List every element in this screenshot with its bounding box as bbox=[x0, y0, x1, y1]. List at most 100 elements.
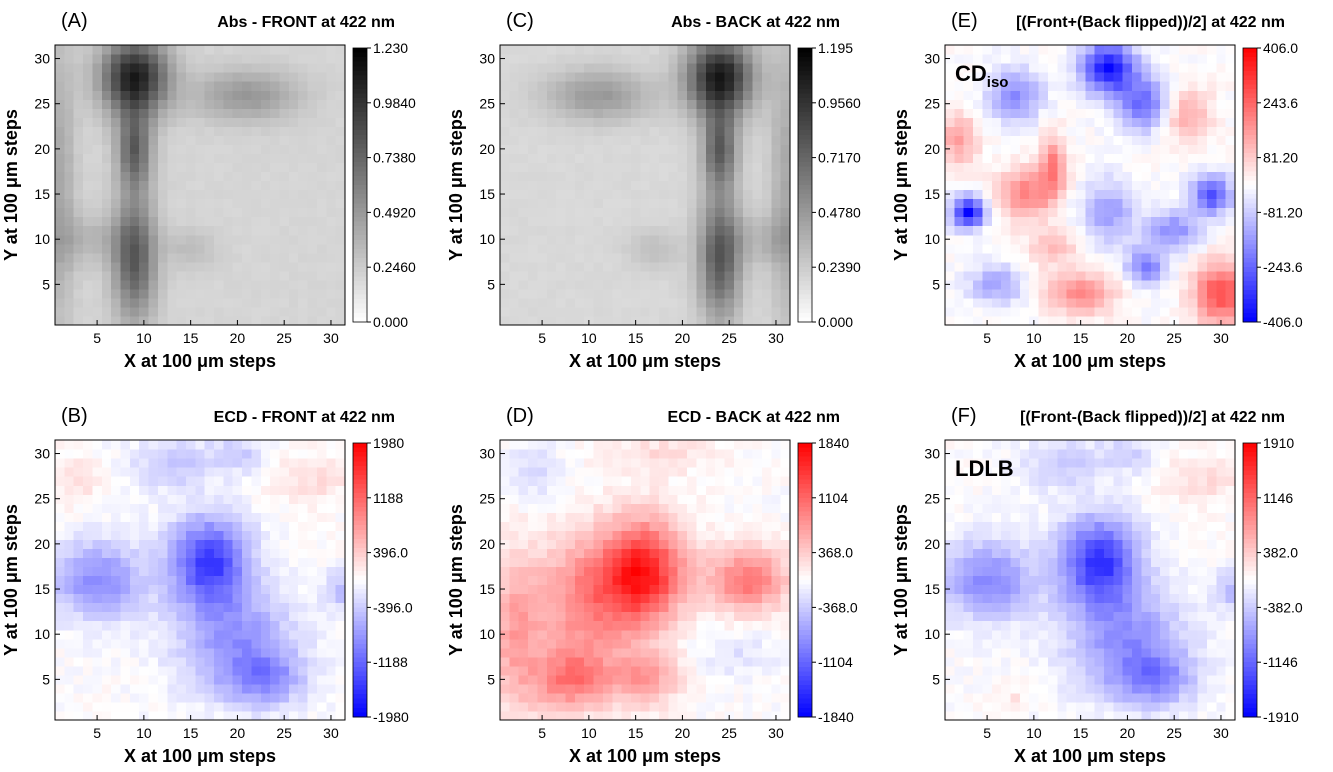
heatmap-cell bbox=[139, 638, 150, 649]
heatmap-cell bbox=[780, 449, 791, 459]
heatmap-cell bbox=[1132, 90, 1143, 100]
heatmap-cell bbox=[279, 270, 290, 281]
heatmap-cell bbox=[185, 530, 196, 540]
heatmap-cell bbox=[242, 701, 253, 712]
heatmap-cell bbox=[761, 647, 772, 658]
heatmap-cell bbox=[1122, 270, 1133, 281]
heatmap-cell bbox=[659, 521, 669, 531]
heatmap-cell bbox=[780, 144, 791, 154]
heatmap-cell bbox=[546, 584, 557, 595]
heatmap-cell bbox=[139, 162, 150, 173]
heatmap-cell bbox=[167, 126, 178, 136]
heatmap-cell bbox=[298, 557, 309, 568]
heatmap-cell bbox=[715, 72, 726, 82]
heatmap-cell bbox=[232, 90, 243, 100]
heatmap-cell bbox=[1094, 45, 1105, 55]
heatmap-cell bbox=[696, 476, 707, 486]
heatmap-cell bbox=[715, 234, 726, 245]
heatmap-cell bbox=[1001, 216, 1012, 227]
heatmap-cell bbox=[101, 449, 112, 459]
heatmap-cell bbox=[251, 584, 262, 595]
heatmap-cell bbox=[954, 180, 965, 191]
colorbar-segment bbox=[798, 294, 812, 300]
heatmap-cell bbox=[195, 306, 206, 317]
heatmap-cell bbox=[621, 476, 632, 486]
heatmap-cell bbox=[1104, 162, 1114, 173]
heatmap-cell bbox=[279, 243, 290, 254]
heatmap-cell bbox=[574, 683, 585, 694]
heatmap-cell bbox=[630, 521, 641, 531]
heatmap-cell bbox=[1057, 234, 1068, 245]
heatmap-cell bbox=[556, 566, 567, 577]
heatmap-cell bbox=[771, 584, 782, 595]
heatmap-cell bbox=[139, 216, 150, 227]
heatmap-cell bbox=[565, 647, 576, 658]
x-tick-label: 30 bbox=[768, 330, 784, 346]
heatmap-cell bbox=[565, 530, 576, 540]
heatmap-cell bbox=[157, 593, 168, 604]
heatmap-cell bbox=[204, 548, 215, 559]
colorbar-segment bbox=[798, 116, 812, 122]
heatmap-cell bbox=[1075, 162, 1086, 173]
heatmap-cell bbox=[298, 674, 309, 685]
heatmap-cell bbox=[251, 692, 262, 703]
heatmap-cell bbox=[528, 539, 539, 549]
heatmap-cell bbox=[101, 252, 112, 263]
heatmap-cell bbox=[101, 225, 112, 236]
heatmap-cell bbox=[279, 647, 290, 658]
heatmap-cell bbox=[1047, 315, 1058, 326]
heatmap-cell bbox=[677, 225, 688, 236]
heatmap-cell bbox=[518, 701, 529, 712]
heatmap-cell bbox=[500, 90, 510, 100]
heatmap-cell bbox=[251, 63, 262, 73]
heatmap-cell bbox=[1075, 180, 1086, 191]
heatmap-cell bbox=[1122, 279, 1133, 290]
heatmap-cell bbox=[1047, 135, 1058, 145]
heatmap-cell bbox=[1057, 90, 1068, 100]
heatmap-cell bbox=[649, 180, 660, 191]
heatmap-cell bbox=[565, 81, 576, 91]
heatmap-cell bbox=[307, 225, 318, 236]
heatmap-cell bbox=[157, 198, 168, 209]
heatmap-cell bbox=[659, 656, 669, 667]
heatmap-cell bbox=[185, 449, 196, 459]
y-tick-label: 15 bbox=[479, 186, 495, 202]
heatmap-cell bbox=[232, 261, 243, 272]
heatmap-cell bbox=[733, 458, 744, 468]
heatmap-cell bbox=[270, 315, 281, 326]
heatmap-cell bbox=[659, 683, 669, 694]
colorbar-segment bbox=[353, 102, 367, 108]
heatmap-cell bbox=[270, 306, 281, 317]
heatmap-cell bbox=[687, 99, 698, 109]
heatmap-cell bbox=[640, 683, 651, 694]
heatmap-cell bbox=[602, 512, 613, 522]
heatmap-cell bbox=[546, 306, 557, 317]
heatmap-cell bbox=[659, 701, 669, 712]
heatmap-cell bbox=[771, 485, 782, 495]
heatmap-cell bbox=[1038, 45, 1049, 55]
heatmap-cell bbox=[973, 144, 984, 154]
colorbar-segment bbox=[353, 52, 367, 58]
heatmap-cell bbox=[251, 144, 262, 154]
heatmap-cell bbox=[204, 683, 215, 694]
heatmap-cell bbox=[991, 135, 1002, 145]
heatmap-cell bbox=[176, 512, 187, 522]
heatmap-cell bbox=[1038, 180, 1049, 191]
heatmap-cell bbox=[139, 683, 150, 694]
colorbar-segment bbox=[798, 479, 812, 485]
heatmap-cell bbox=[326, 225, 337, 236]
heatmap-cell bbox=[649, 602, 660, 613]
heatmap-cell bbox=[640, 458, 651, 468]
heatmap-cell bbox=[630, 629, 641, 640]
heatmap-cell bbox=[630, 108, 641, 118]
colorbar-segment bbox=[353, 479, 367, 485]
heatmap-cell bbox=[129, 566, 140, 577]
colorbar-segment bbox=[353, 566, 367, 572]
heatmap-cell bbox=[659, 530, 669, 540]
heatmap-cell bbox=[55, 261, 65, 272]
heatmap-cell bbox=[157, 665, 168, 676]
heatmap-cell bbox=[185, 701, 196, 712]
heatmap-cell bbox=[752, 243, 763, 254]
heatmap-cell bbox=[528, 153, 539, 164]
heatmap-cell bbox=[1029, 153, 1040, 164]
